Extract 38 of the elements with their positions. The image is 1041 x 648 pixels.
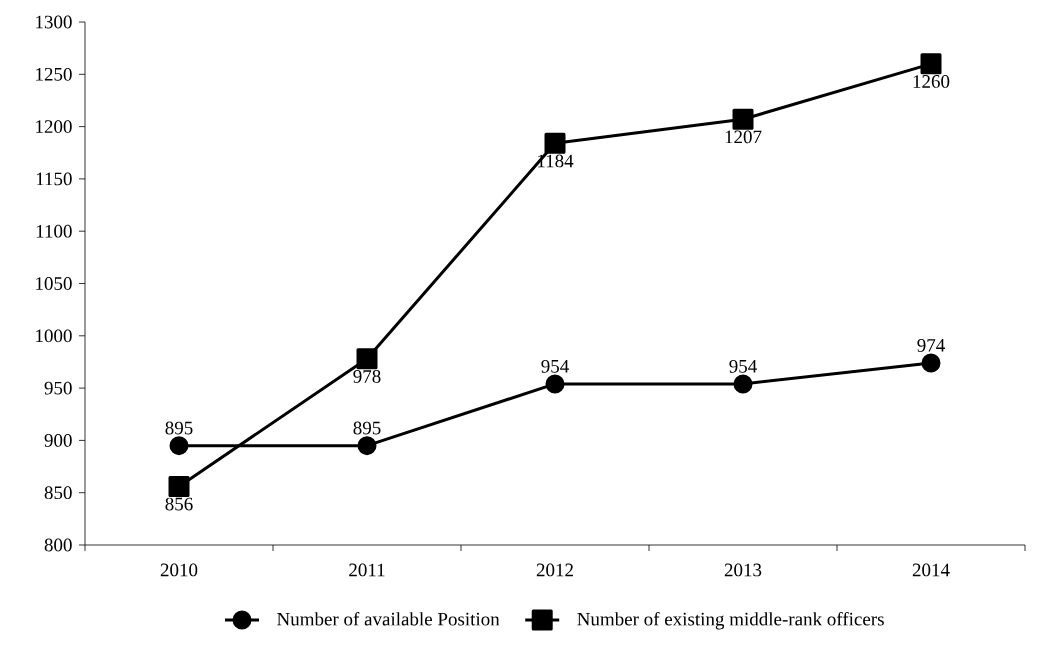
- data-label: 1184: [538, 154, 574, 168]
- y-tick-label: 1200: [36, 120, 72, 134]
- y-tick-label: 950: [44, 381, 72, 395]
- y-tick-label: 1000: [36, 329, 72, 343]
- data-label: 978: [353, 370, 381, 383]
- x-tick-label: 2014: [912, 563, 950, 577]
- data-label: 1260: [913, 75, 950, 88]
- point: [920, 53, 942, 75]
- data-label: 974: [917, 339, 945, 352]
- point: [169, 436, 189, 456]
- y-tick-label: 1300: [36, 15, 72, 29]
- x-tick-label: 2013: [724, 563, 762, 577]
- data-label: 895: [353, 421, 381, 435]
- point: [357, 436, 377, 456]
- point: [733, 374, 753, 394]
- data-label: 1207: [725, 130, 762, 144]
- y-tick-label: 900: [44, 434, 72, 447]
- point: [544, 132, 566, 154]
- y-tick-label: 800: [44, 538, 72, 552]
- point: [545, 374, 565, 394]
- x-tick-label: 2012: [536, 563, 573, 577]
- data-label: 954: [541, 359, 569, 373]
- point: [732, 108, 754, 130]
- data-label: 856: [165, 497, 193, 511]
- y-tick-label: 1050: [36, 277, 72, 290]
- point: [168, 475, 190, 497]
- legend-label: Number of existing middle-rank officers: [577, 611, 884, 630]
- y-tick-label: 1100: [36, 224, 72, 238]
- legend-label: Number of available Position: [277, 611, 500, 626]
- point: [356, 348, 378, 370]
- point: [921, 353, 941, 373]
- data-label: 954: [729, 359, 757, 373]
- y-tick-label: 1150: [36, 172, 72, 186]
- x-tick-label: 2010: [160, 563, 198, 577]
- data-label: 895: [165, 421, 193, 435]
- x-tick-label: 2011: [349, 563, 385, 577]
- y-tick-label: 850: [44, 486, 72, 500]
- y-tick-label: 1250: [36, 67, 72, 81]
